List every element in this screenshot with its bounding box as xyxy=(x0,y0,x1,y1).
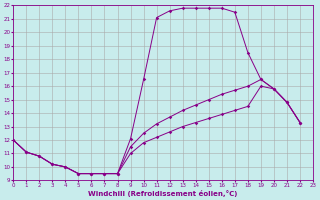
X-axis label: Windchill (Refroidissement éolien,°C): Windchill (Refroidissement éolien,°C) xyxy=(88,190,238,197)
